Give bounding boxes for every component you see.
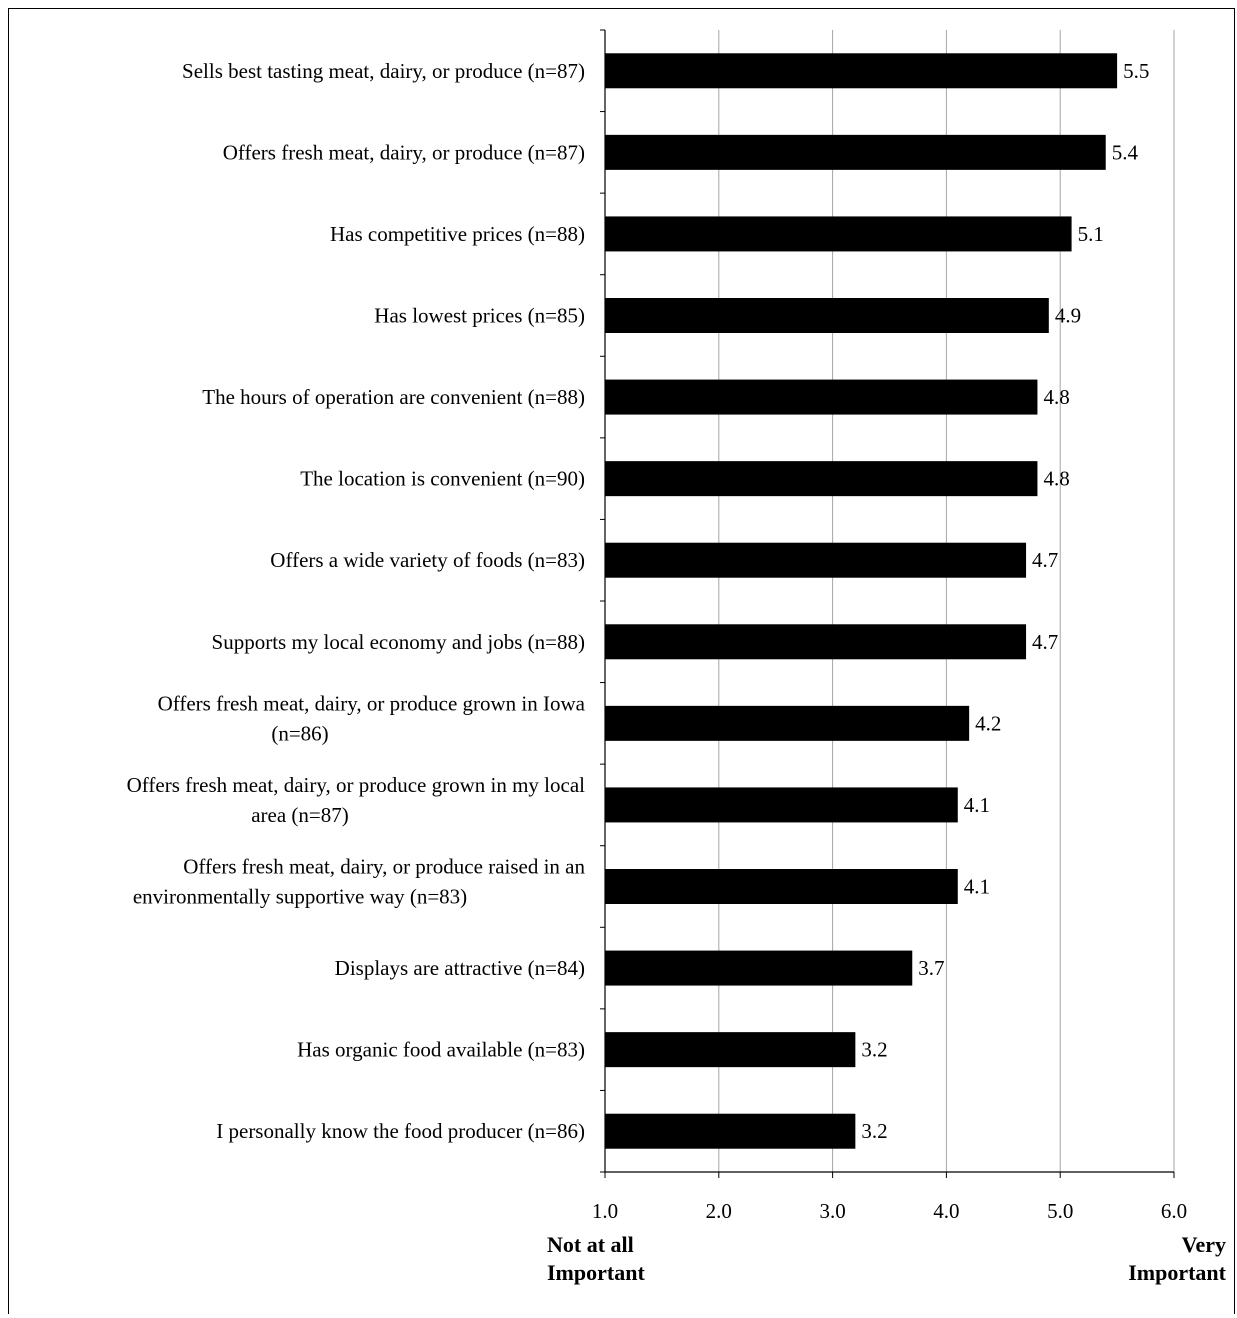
bar xyxy=(605,950,913,986)
category-label: Sells best tasting meat, dairy, or produ… xyxy=(182,59,585,83)
category-label-line: Supports my local economy and jobs (n=88… xyxy=(212,630,585,654)
category-label: Offers fresh meat, dairy, or produce (n=… xyxy=(223,140,585,164)
category-label-line: Sells best tasting meat, dairy, or produ… xyxy=(182,59,585,83)
category-label-line: (n=86) xyxy=(271,721,328,745)
category-label-line: Offers a wide variety of foods (n=83) xyxy=(270,548,585,572)
data-label: 5.5 xyxy=(1123,59,1149,83)
bar xyxy=(605,1113,856,1149)
data-label: 4.2 xyxy=(975,711,1001,735)
x-axis-high-label: Very xyxy=(1182,1232,1226,1257)
bar xyxy=(605,379,1038,415)
x-axis-high-label: Important xyxy=(1128,1260,1226,1285)
category-label-line: Has competitive prices (n=88) xyxy=(330,222,585,246)
category-label: The hours of operation are convenient (n… xyxy=(202,385,585,409)
data-label: 3.7 xyxy=(918,956,944,980)
category-label: The location is convenient (n=90) xyxy=(300,467,585,491)
bar xyxy=(605,53,1118,89)
category-label-line: Offers fresh meat, dairy, or produce rai… xyxy=(183,855,585,879)
labels: 1.0 2.0 3.0 4.0 5.0 6.0 5.5 Sells best tasting … xyxy=(127,59,1227,1285)
data-label: 4.1 xyxy=(964,793,990,817)
bar xyxy=(605,705,970,741)
bar xyxy=(605,216,1072,252)
category-label-line: Offers fresh meat, dairy, or produce gro… xyxy=(127,773,586,797)
category-label: Has competitive prices (n=88) xyxy=(330,222,585,246)
category-label: Offers fresh meat, dairy, or produce rai… xyxy=(133,855,586,909)
bars xyxy=(605,53,1118,1149)
chart-frame xyxy=(8,8,1235,1314)
category-label-line: Offers fresh meat, dairy, or produce gro… xyxy=(158,691,586,715)
data-label: 3.2 xyxy=(861,1038,887,1062)
category-label-line: The location is convenient (n=90) xyxy=(300,467,585,491)
category-label: Displays are attractive (n=84) xyxy=(335,956,585,980)
data-label: 4.7 xyxy=(1032,548,1058,572)
x-tick-label: 1.0 xyxy=(592,1199,618,1223)
data-label: 5.1 xyxy=(1078,222,1104,246)
category-label-line: environmentally supportive way (n=83) xyxy=(133,885,467,909)
data-label: 4.8 xyxy=(1043,385,1069,409)
x-tick-label: 6.0 xyxy=(1161,1199,1187,1223)
data-label: 4.1 xyxy=(964,875,990,899)
category-label: I personally know the food producer (n=8… xyxy=(216,1119,585,1143)
data-label: 4.7 xyxy=(1032,630,1058,654)
category-label: Offers fresh meat, dairy, or produce gro… xyxy=(127,773,586,827)
x-axis-low-label: Important xyxy=(547,1260,645,1285)
bar xyxy=(605,624,1027,660)
category-label: Supports my local economy and jobs (n=88… xyxy=(212,630,585,654)
x-tick-label: 2.0 xyxy=(706,1199,732,1223)
x-tick-label: 4.0 xyxy=(933,1199,959,1223)
category-label-line: area (n=87) xyxy=(251,803,349,827)
x-tick-label: 5.0 xyxy=(1047,1199,1073,1223)
x-tick-label: 3.0 xyxy=(819,1199,845,1223)
bar xyxy=(605,298,1049,333)
grid-lines xyxy=(718,30,1175,1172)
category-label: Has organic food available (n=83) xyxy=(297,1038,585,1062)
bar xyxy=(605,787,958,823)
data-label: 5.4 xyxy=(1112,140,1139,164)
bar xyxy=(605,461,1038,497)
category-label-line: Has lowest prices (n=85) xyxy=(374,304,585,328)
bar xyxy=(605,1032,856,1068)
category-label-line: Has organic food available (n=83) xyxy=(297,1038,585,1062)
category-label: Offers fresh meat, dairy, or produce gro… xyxy=(158,691,586,745)
data-label: 3.2 xyxy=(861,1119,887,1143)
data-label: 4.9 xyxy=(1055,304,1081,328)
category-label-line: Displays are attractive (n=84) xyxy=(335,956,585,980)
data-label: 4.8 xyxy=(1043,467,1069,491)
bar xyxy=(605,134,1106,170)
axes xyxy=(600,29,1175,1178)
category-label: Offers a wide variety of foods (n=83) xyxy=(270,548,585,572)
bar xyxy=(605,869,958,904)
category-label-line: Offers fresh meat, dairy, or produce (n=… xyxy=(223,140,585,164)
category-label-line: The hours of operation are convenient (n… xyxy=(202,385,585,409)
category-label-line: I personally know the food producer (n=8… xyxy=(216,1119,585,1143)
x-axis-low-label: Not at all xyxy=(547,1232,634,1257)
category-label: Has lowest prices (n=85) xyxy=(374,304,585,328)
bar xyxy=(605,542,1027,578)
